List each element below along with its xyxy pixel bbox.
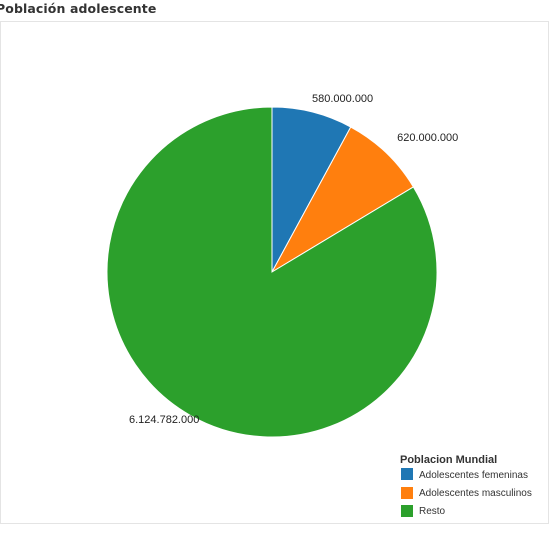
pie-slice-labels: 580.000.000 620.000.000 6.124.782.000 — [129, 93, 458, 426]
pie-slice-label-adolescentes-femeninas: 580.000.000 — [312, 93, 373, 105]
legend-swatch-adolescentes-femeninas[interactable] — [401, 468, 413, 480]
pie-slices — [106, 106, 438, 438]
legend-title: Poblacion Mundial — [400, 454, 497, 466]
legend-label-adolescentes-masculinos[interactable]: Adolescentes masculinos — [419, 488, 532, 499]
legend-label-resto[interactable]: Resto — [419, 506, 446, 517]
pie-slice-label-adolescentes-masculinos: 620.000.000 — [397, 132, 458, 144]
legend-swatch-resto[interactable] — [401, 505, 413, 517]
pie-slice-label-resto: 6.124.782.000 — [129, 414, 199, 426]
legend-label-adolescentes-femeninas[interactable]: Adolescentes femeninas — [419, 470, 528, 481]
legend-swatch-adolescentes-masculinos[interactable] — [401, 487, 413, 499]
chart-title: Población adolescente — [0, 1, 157, 16]
legend: Poblacion Mundial Adolescentes femeninas… — [400, 454, 532, 517]
pie-slice-adolescentes-masculinos[interactable] — [270, 126, 415, 274]
pie-slice-resto[interactable] — [106, 106, 438, 438]
